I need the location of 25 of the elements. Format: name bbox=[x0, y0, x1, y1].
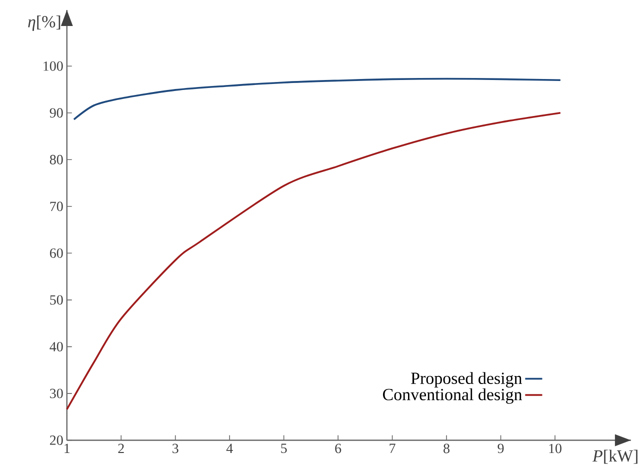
line-series bbox=[66, 112, 562, 410]
x-tick-label: 1 bbox=[64, 444, 70, 453]
y-tick-label: 30 bbox=[50, 388, 63, 398]
y-tick-label: 70 bbox=[50, 202, 63, 212]
legend-label: Proposed design bbox=[411, 372, 522, 388]
y-tick-label: 20 bbox=[50, 435, 63, 445]
x-tick-label: 9 bbox=[498, 444, 504, 454]
y-axis-title: η[%] bbox=[28, 15, 60, 31]
y-tick-label: 80 bbox=[50, 154, 63, 164]
x-tick-label: 3 bbox=[172, 444, 178, 454]
y-tick-label: 50 bbox=[50, 295, 63, 305]
x-tick-label: 5 bbox=[281, 444, 287, 453]
x-tick-label: 4 bbox=[226, 444, 233, 453]
x-tick-label: 6 bbox=[335, 444, 342, 454]
x-tick-label: 10 bbox=[549, 444, 562, 454]
x-tick-label: 7 bbox=[390, 444, 396, 453]
x-tick-label: 8 bbox=[444, 444, 450, 454]
y-tick-label: 60 bbox=[50, 248, 63, 258]
x-axis-title: P[kW] bbox=[592, 450, 638, 464]
y-tick-label: 100 bbox=[44, 61, 63, 71]
y-tick-label: 40 bbox=[50, 342, 63, 352]
y-tick-label: 90 bbox=[50, 108, 63, 118]
x-tick-label: 2 bbox=[118, 444, 124, 453]
legend-label: Conventional design bbox=[382, 388, 522, 404]
line-series bbox=[73, 78, 562, 120]
